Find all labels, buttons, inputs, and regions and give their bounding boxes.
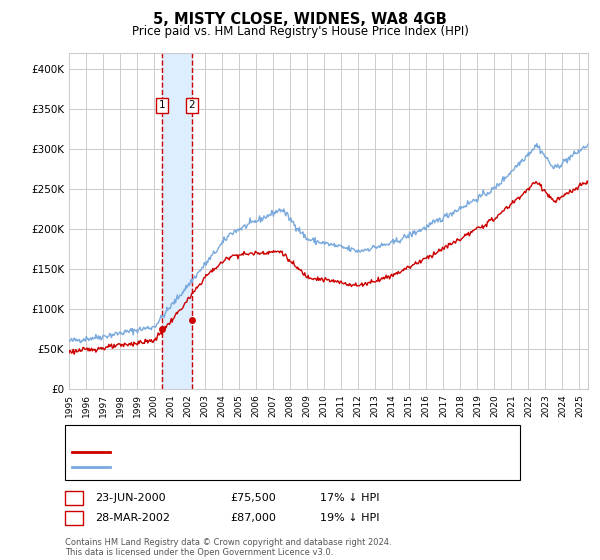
Text: 19% ↓ HPI: 19% ↓ HPI [320, 513, 380, 523]
Text: HPI: Average price, detached house, Halton: HPI: Average price, detached house, Halt… [115, 462, 342, 472]
Text: 1: 1 [71, 493, 77, 503]
Text: £87,000: £87,000 [230, 513, 276, 523]
Text: Price paid vs. HM Land Registry's House Price Index (HPI): Price paid vs. HM Land Registry's House … [131, 25, 469, 38]
Text: 17% ↓ HPI: 17% ↓ HPI [320, 493, 380, 503]
Bar [162, 53, 192, 389]
Text: 5, MISTY CLOSE, WIDNES, WA8 4GB: 5, MISTY CLOSE, WIDNES, WA8 4GB [153, 12, 447, 27]
Text: £75,500: £75,500 [230, 493, 276, 503]
Text: 5, MISTY CLOSE, WIDNES, WA8 4GB (detached house): 5, MISTY CLOSE, WIDNES, WA8 4GB (detache… [115, 447, 395, 457]
Text: 2: 2 [189, 100, 196, 110]
Text: 28-MAR-2002: 28-MAR-2002 [95, 513, 170, 523]
Text: Contains HM Land Registry data © Crown copyright and database right 2024.
This d: Contains HM Land Registry data © Crown c… [65, 538, 392, 557]
Text: 23-JUN-2000: 23-JUN-2000 [95, 493, 166, 503]
Text: 2: 2 [70, 513, 77, 523]
Text: 1: 1 [159, 100, 166, 110]
